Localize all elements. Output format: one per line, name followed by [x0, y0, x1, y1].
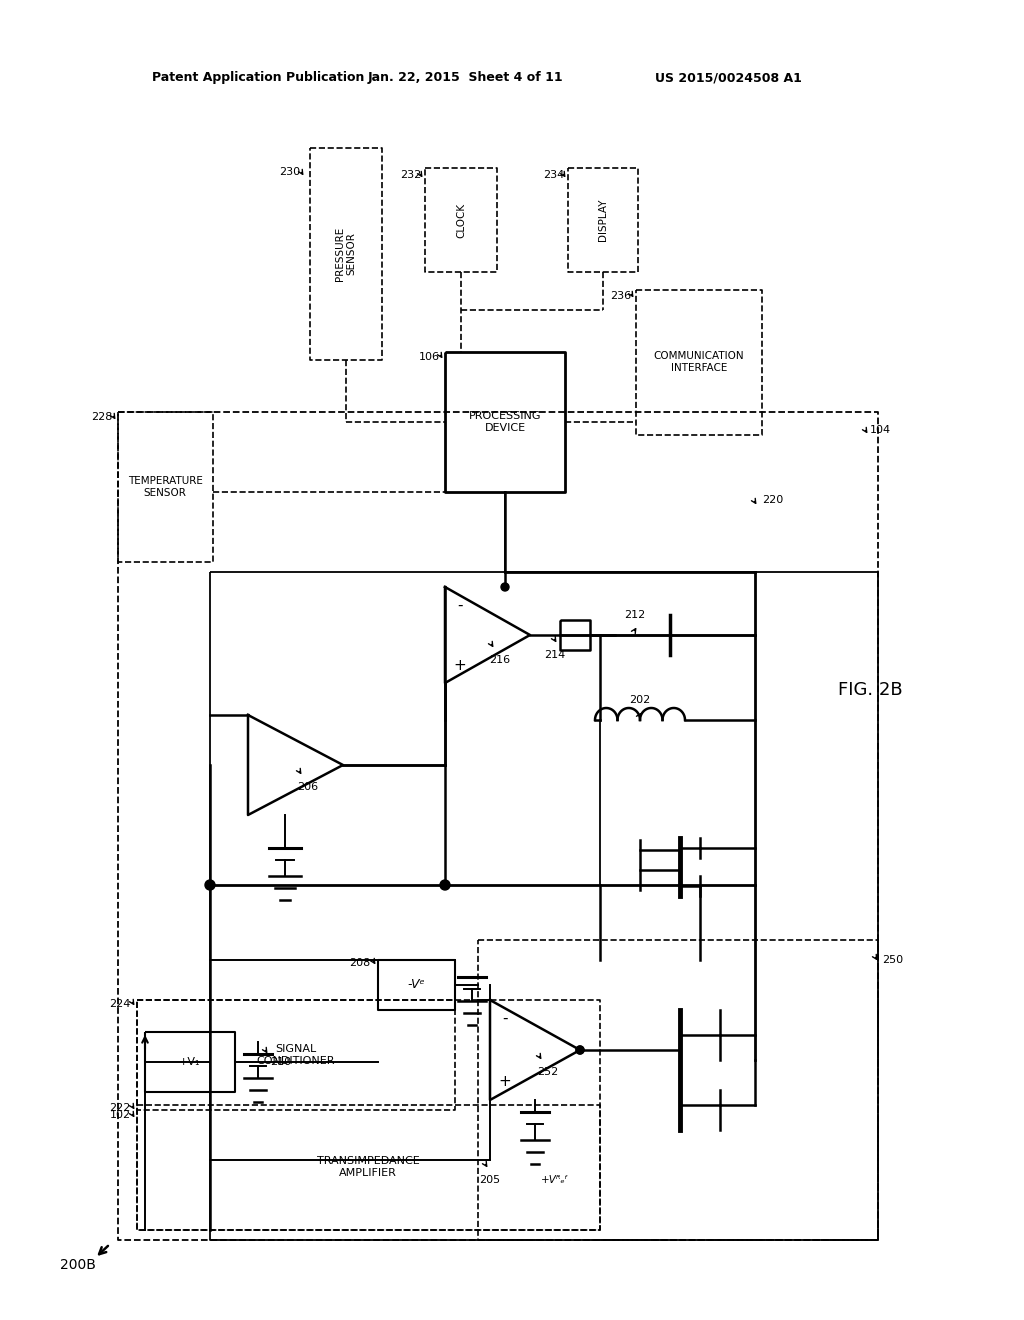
Text: DISPLAY: DISPLAY — [598, 199, 608, 242]
Circle shape — [501, 583, 509, 591]
Text: 250: 250 — [882, 954, 903, 965]
Text: +Vᴿₑᶠ: +Vᴿₑᶠ — [541, 1175, 569, 1185]
Text: 212: 212 — [625, 610, 645, 620]
Text: 252: 252 — [538, 1067, 559, 1077]
Circle shape — [575, 1045, 584, 1053]
Text: -: - — [458, 598, 463, 612]
Text: 104: 104 — [870, 425, 891, 436]
Text: +V₁: +V₁ — [179, 1057, 201, 1067]
Text: +: + — [499, 1074, 511, 1089]
Text: 234: 234 — [543, 170, 564, 180]
Text: -: - — [502, 1011, 508, 1026]
Text: 232: 232 — [399, 170, 421, 180]
Text: -Vᵉ: -Vᵉ — [408, 978, 425, 991]
Circle shape — [205, 880, 215, 890]
Text: 208: 208 — [349, 958, 370, 968]
Text: 222: 222 — [110, 1104, 131, 1113]
Text: 236: 236 — [610, 290, 631, 301]
Text: PROCESSING
DEVICE: PROCESSING DEVICE — [469, 412, 542, 433]
Text: 216: 216 — [489, 655, 511, 665]
Text: 220: 220 — [762, 495, 783, 506]
Text: PRESSURE
SENSOR: PRESSURE SENSOR — [335, 227, 356, 281]
Circle shape — [440, 880, 450, 890]
Text: Patent Application Publication: Patent Application Publication — [152, 71, 365, 84]
Text: CLOCK: CLOCK — [456, 202, 466, 238]
Text: FIG. 2B: FIG. 2B — [838, 681, 902, 700]
Text: 230: 230 — [279, 168, 300, 177]
Text: TEMPERATURE
SENSOR: TEMPERATURE SENSOR — [128, 477, 203, 498]
Text: US 2015/0024508 A1: US 2015/0024508 A1 — [655, 71, 802, 84]
Text: 202: 202 — [630, 696, 650, 705]
Text: 224: 224 — [110, 999, 131, 1008]
Text: 214: 214 — [545, 649, 565, 660]
Text: 206: 206 — [297, 781, 318, 792]
Text: 106: 106 — [419, 352, 440, 362]
Circle shape — [575, 1045, 584, 1053]
Text: Jan. 22, 2015  Sheet 4 of 11: Jan. 22, 2015 Sheet 4 of 11 — [368, 71, 563, 84]
Text: +: + — [454, 657, 466, 672]
Text: COMMUNICATION
INTERFACE: COMMUNICATION INTERFACE — [653, 351, 744, 372]
Text: 205: 205 — [479, 1175, 501, 1185]
Text: TRANSIMPEDANCE
AMPLIFIER: TRANSIMPEDANCE AMPLIFIER — [316, 1156, 420, 1177]
Text: 210: 210 — [270, 1057, 291, 1067]
Text: 228: 228 — [91, 412, 113, 422]
Text: SIGNAL
CONDITIONER: SIGNAL CONDITIONER — [257, 1044, 335, 1065]
Text: 102: 102 — [110, 1110, 131, 1119]
Text: 200B: 200B — [60, 1258, 96, 1272]
